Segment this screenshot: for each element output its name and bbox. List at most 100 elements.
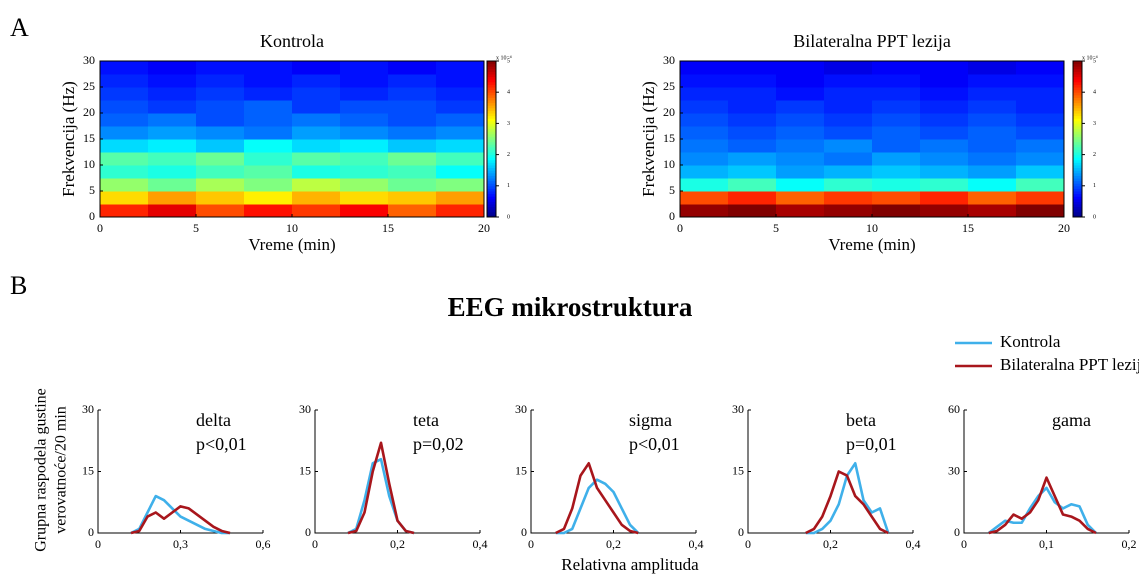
heatmap-cell <box>148 204 197 218</box>
heatmap-cell <box>100 178 149 192</box>
colorbar-step <box>487 162 496 166</box>
colorbar-step <box>1073 131 1082 135</box>
colorbar-step <box>487 105 496 109</box>
chart-title: Kontrola <box>260 31 324 51</box>
colorbar-step <box>487 175 496 179</box>
colorbar-step <box>487 191 496 195</box>
heatmap-cell <box>728 100 777 114</box>
heatmap-cell <box>968 61 1017 75</box>
density-line <box>988 476 1097 535</box>
heatmap-cell <box>196 61 245 75</box>
colorbar-step <box>1073 87 1082 91</box>
chart-title: delta <box>196 410 231 430</box>
heatmap-cell <box>148 74 197 88</box>
colorbar-step <box>1073 175 1082 179</box>
colorbar-step <box>1073 133 1082 137</box>
heatmap-cell <box>244 152 293 166</box>
colorbar-step <box>487 84 496 88</box>
heatmap-cell <box>340 113 389 127</box>
panel-label: B <box>10 271 27 300</box>
colorbar-tick-label: 5 <box>1093 58 1096 64</box>
heatmap-cell <box>728 113 777 127</box>
heatmap-cell <box>100 204 149 218</box>
y-tick-label: 5 <box>669 183 675 197</box>
heatmap-cell <box>824 152 873 166</box>
heatmap-cell <box>824 61 873 75</box>
heatmap-cell <box>680 178 729 192</box>
colorbar-step <box>487 165 496 169</box>
heatmap-cell <box>680 113 729 127</box>
heatmap-cell <box>196 87 245 101</box>
chart-title: sigma <box>629 410 672 430</box>
colorbar-step <box>487 120 496 124</box>
heatmap-cell <box>968 87 1017 101</box>
heatmap-cell <box>148 191 197 205</box>
x-axis-label: Relativna amplituda <box>561 555 699 574</box>
colorbar-step <box>487 68 496 72</box>
heatmap-cell <box>728 165 777 179</box>
heatmap-cell <box>728 87 777 101</box>
colorbar-step <box>487 170 496 174</box>
heatmap-cell <box>388 191 437 205</box>
heatmap-cell <box>728 74 777 88</box>
colorbar-step <box>1073 136 1082 140</box>
colorbar-step <box>1073 84 1082 88</box>
x-tick-label: 0,4 <box>689 537 704 551</box>
y-tick-label: 30 <box>663 53 675 67</box>
x-tick-label: 0,4 <box>906 537 921 551</box>
heatmap-cell <box>968 204 1017 218</box>
colorbar-step <box>1073 188 1082 192</box>
heatmap-cell <box>920 87 969 101</box>
y-tick-label: 15 <box>83 131 95 145</box>
density-line <box>130 494 230 535</box>
heatmap-cell <box>196 178 245 192</box>
colorbar-step <box>487 183 496 187</box>
heatmap-cell <box>244 126 293 140</box>
colorbar-step <box>1073 102 1082 106</box>
heatmap-cell <box>728 204 777 218</box>
colorbar-step <box>1073 154 1082 158</box>
heatmap-cell <box>340 178 389 192</box>
y-tick-label: 15 <box>299 463 311 477</box>
x-tick-label: 0 <box>312 537 318 551</box>
heatmap-cell <box>872 61 921 75</box>
colorbar-frame <box>486 60 497 218</box>
heatmap-cell <box>436 126 485 140</box>
colorbar-step <box>1073 89 1082 93</box>
heatmap-cell <box>148 61 197 75</box>
heatmap-cell <box>100 152 149 166</box>
y-axis-label: Grupna raspodela gustine <box>33 388 50 552</box>
y-tick-label: 15 <box>515 463 527 477</box>
heatmap-cell <box>680 204 729 218</box>
x-axis-label: Vreme (min) <box>828 235 915 254</box>
colorbar-step <box>1073 123 1082 127</box>
colorbar-step <box>1073 180 1082 184</box>
heatmap-cell <box>340 61 389 75</box>
heatmap-cell <box>920 126 969 140</box>
x-tick-label: 0,2 <box>823 537 838 551</box>
heatmap-cell <box>292 139 341 153</box>
heatmap-cell <box>436 113 485 127</box>
heatmap-cell <box>1016 113 1065 127</box>
colorbar-step <box>487 87 496 91</box>
colorbar-step <box>487 214 496 218</box>
heatmap-cell <box>292 165 341 179</box>
y-tick-label: 0 <box>521 525 527 539</box>
colorbar-step <box>487 185 496 189</box>
colorbar-step <box>1073 100 1082 104</box>
colorbar-step <box>487 152 496 156</box>
colorbar-step <box>1073 211 1082 215</box>
heatmap-cell <box>100 74 149 88</box>
heatmap-cell <box>968 100 1017 114</box>
heatmap-cell <box>1016 100 1065 114</box>
colorbar-step <box>487 201 496 205</box>
colorbar-step <box>1073 157 1082 161</box>
x-tick-label: 0 <box>528 537 534 551</box>
heatmap-cell <box>292 87 341 101</box>
x-tick-label: 0 <box>95 537 101 551</box>
density-line <box>347 441 415 535</box>
colorbar-step <box>1073 107 1082 111</box>
y-tick-label: 0 <box>89 209 95 223</box>
heatmap-cell <box>196 113 245 127</box>
colorbar-tick-label: 2 <box>507 152 510 158</box>
